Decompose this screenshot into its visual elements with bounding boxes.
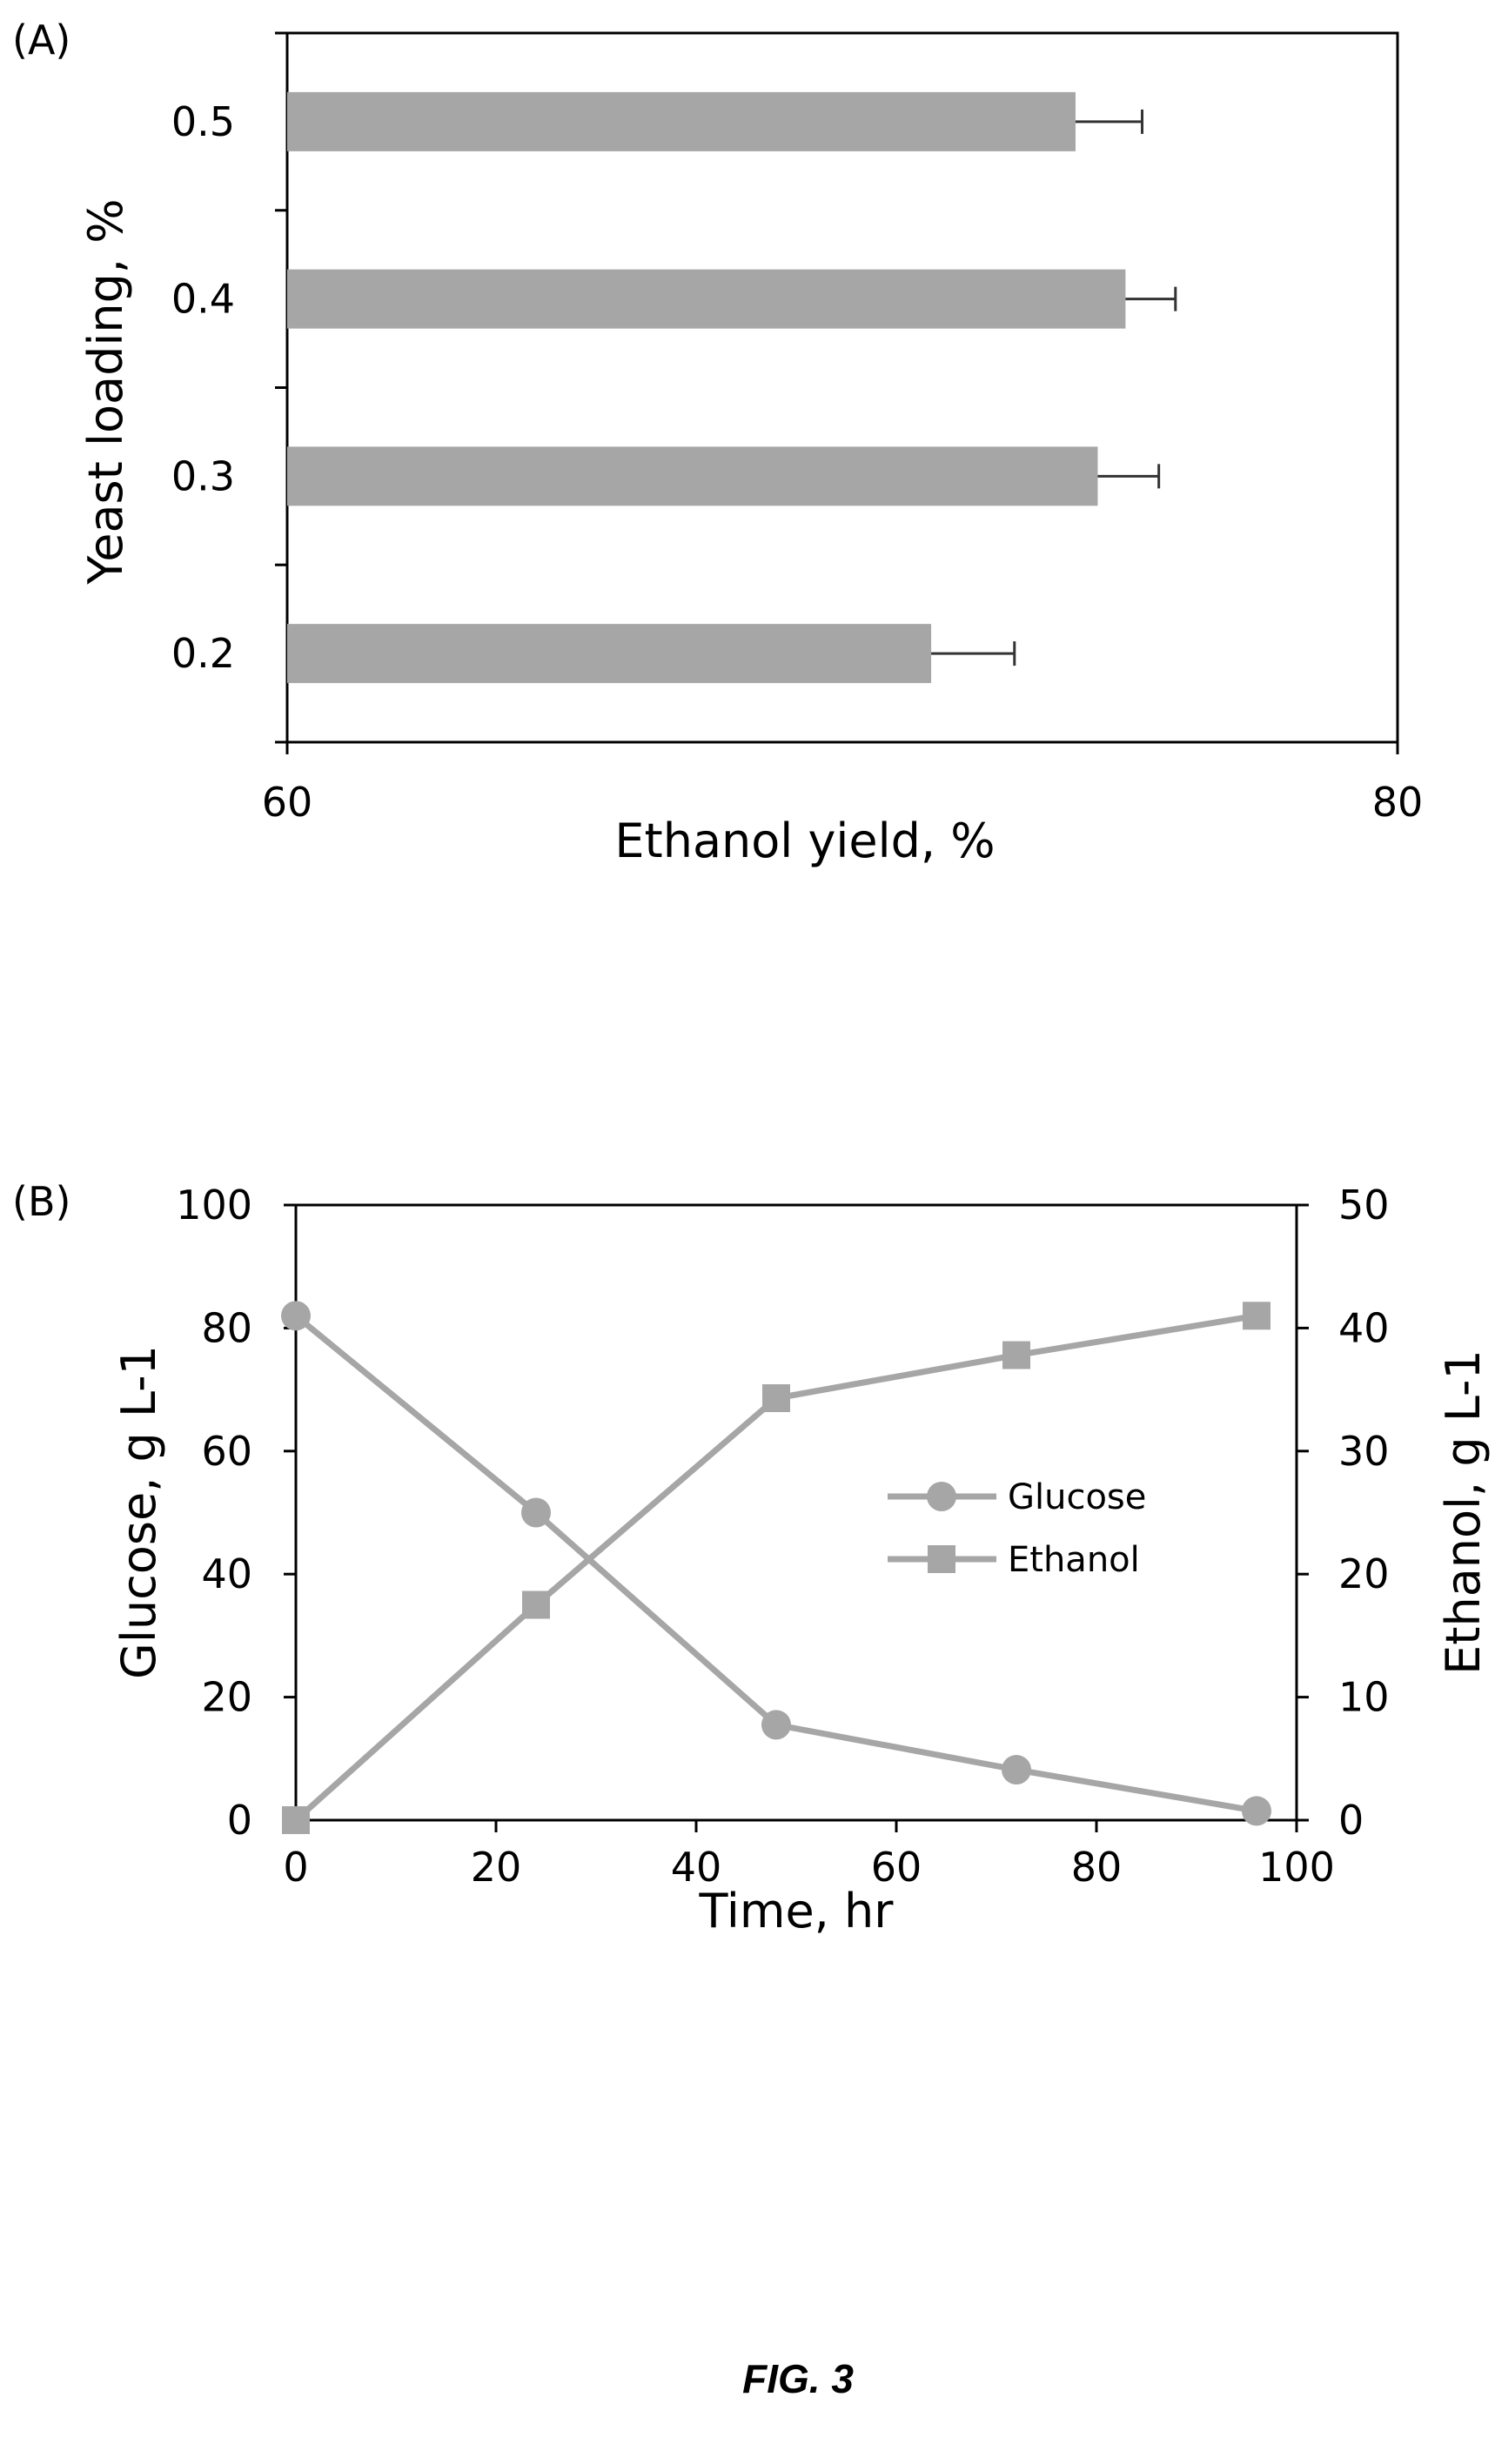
chart-a-bar — [287, 624, 932, 684]
panel-b-label: (B) — [12, 1178, 70, 1225]
chart-a-x-tick-label: 60 — [262, 779, 313, 826]
chart-a-bars — [287, 91, 1177, 684]
chart-b-x-tick-label: 40 — [671, 1844, 722, 1891]
chart-b-plot-frame — [294, 1203, 1298, 1822]
chart-a-bar — [287, 269, 1126, 329]
legend-glucose-marker — [927, 1482, 956, 1511]
chart-b-glucose-point — [521, 1497, 551, 1528]
chart-b-x-axis-label: Time, hr — [699, 1884, 895, 1938]
legend-ethanol-marker — [928, 1545, 955, 1573]
chart-b-axis-ticks — [284, 1203, 1309, 1832]
chart-b-y-tick-label: 60 — [201, 1428, 252, 1475]
chart-a-y-tick-labels: 0.5 0.4 0.3 0.2 — [171, 98, 235, 677]
chart-b-y-tick-label: 100 — [176, 1182, 252, 1229]
chart-b-y2-tick-label: 30 — [1338, 1428, 1390, 1475]
legend-ethanol-label: Ethanol — [1008, 1540, 1140, 1580]
chart-b-x-tick-label: 0 — [283, 1844, 308, 1891]
chart-b-y-axis-label: Glucose, g L-1 — [111, 1345, 166, 1679]
chart-b-x-tick-label: 60 — [871, 1844, 922, 1891]
chart-b-y-tick-label: 0 — [227, 1797, 252, 1844]
chart-b-y-tick-label: 20 — [201, 1674, 252, 1721]
chart-a-x-tick-label: 80 — [1372, 779, 1424, 826]
chart-b-y2-tick-label: 0 — [1338, 1797, 1364, 1844]
chart-b-y2-tick-label: 10 — [1338, 1674, 1390, 1721]
chart-b-ethanol-point — [762, 1383, 790, 1412]
chart-b-glucose-point — [1242, 1796, 1271, 1826]
chart-b-glucose-point — [281, 1301, 311, 1331]
chart-b-ethanol-point — [522, 1590, 550, 1619]
chart-b-x-tick-labels: 0 20 40 60 80 100 — [283, 1844, 1335, 1891]
chart-b-ethanol-point — [1002, 1341, 1030, 1369]
panel-a-label: (A) — [12, 17, 70, 64]
chart-a: (A) 0.5 0.4 0.3 0.2 60 80 Ethanol yield, % Y… — [12, 17, 1423, 868]
chart-b-series — [281, 1301, 1271, 1834]
chart-b-y2-tick-label: 20 — [1338, 1550, 1390, 1597]
legend-glucose-label: Glucose — [1008, 1477, 1146, 1517]
chart-a-x-tick-labels: 60 80 — [262, 779, 1424, 826]
chart-a-bar — [287, 91, 1076, 151]
chart-b: (B) 0 20 40 60 80 100 0 20 40 60 80 100 0 10 20 30 40 5… — [12, 1178, 1491, 1938]
chart-a-y-tick-label: 0.2 — [171, 630, 235, 677]
chart-b-y2-tick-labels: 0 10 20 30 40 50 — [1338, 1182, 1390, 1844]
chart-b-y2-tick-label: 50 — [1338, 1182, 1390, 1229]
chart-b-glucose-point — [1002, 1755, 1031, 1785]
chart-b-y2-axis-label: Ethanol, g L-1 — [1436, 1349, 1491, 1675]
figure-label: FIG. 3 — [742, 2356, 854, 2401]
chart-b-legend: Glucose Ethanol — [888, 1477, 1146, 1580]
chart-a-y-tick-label: 0.3 — [171, 452, 235, 499]
chart-a-axis-ticks — [275, 31, 1399, 754]
chart-b-x-tick-label: 80 — [1071, 1844, 1123, 1891]
chart-a-y-axis-label: Yeast loading, % — [78, 198, 133, 585]
chart-b-y-tick-label: 40 — [201, 1550, 252, 1597]
chart-a-x-axis-label: Ethanol yield, % — [614, 814, 995, 868]
chart-b-x-tick-label: 20 — [471, 1844, 522, 1891]
chart-b-x-tick-label: 100 — [1258, 1844, 1335, 1891]
chart-b-y-tick-label: 80 — [201, 1304, 252, 1351]
chart-b-y-tick-labels: 0 20 40 60 80 100 — [176, 1182, 252, 1844]
chart-b-y2-tick-label: 40 — [1338, 1304, 1390, 1351]
chart-b-ethanol-point — [282, 1806, 310, 1834]
chart-a-y-tick-label: 0.4 — [171, 276, 235, 323]
chart-a-y-tick-label: 0.5 — [171, 98, 235, 145]
chart-b-glucose-point — [761, 1710, 791, 1740]
chart-b-ethanol-point — [1243, 1302, 1270, 1330]
chart-a-bar — [287, 446, 1098, 506]
